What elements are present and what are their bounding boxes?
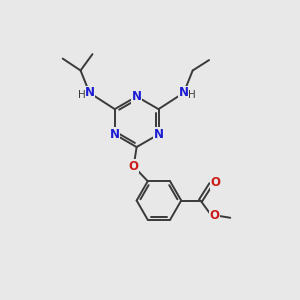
Text: H: H [78,90,86,100]
Text: N: N [179,86,189,99]
Text: O: O [210,176,220,189]
Text: O: O [210,209,220,222]
Text: N: N [85,86,94,99]
Text: H: H [188,90,196,100]
Text: O: O [129,160,139,173]
Text: N: N [132,90,142,103]
Text: N: N [110,128,120,141]
Text: N: N [154,128,164,141]
